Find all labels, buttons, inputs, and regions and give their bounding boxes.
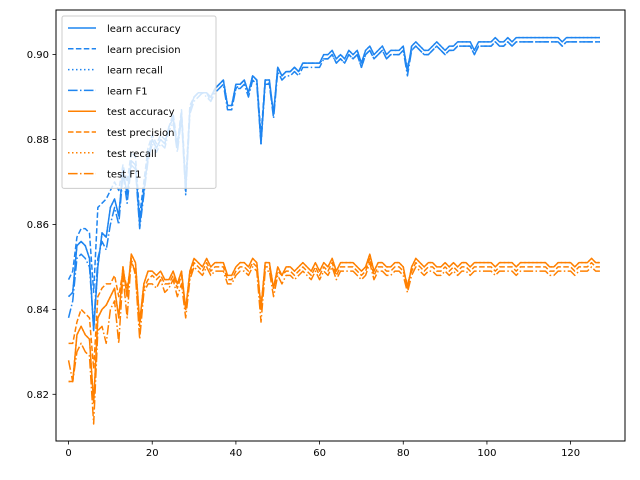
y-tick-label: 0.84: [27, 305, 49, 316]
y-tick-label: 0.88: [27, 135, 49, 146]
x-tick-label: 60: [313, 448, 326, 459]
legend-label-test-recall: test recall: [107, 149, 157, 160]
y-tick-label: 0.86: [27, 220, 49, 231]
legend-label-learn-precision: learn precision: [107, 45, 181, 56]
y-axis: 0.82 0.84 0.86 0.88 0.90: [27, 50, 56, 401]
x-tick-label: 20: [146, 448, 159, 459]
x-tick-label: 0: [65, 448, 71, 459]
x-tick-label: 40: [230, 448, 243, 459]
legend-label-test-f1: test F1: [107, 170, 142, 181]
y-tick-label: 0.82: [27, 390, 49, 401]
series-line-test-precision: [68, 257, 600, 370]
legend-box: [61, 15, 217, 189]
y-tick-label: 0.90: [27, 50, 49, 61]
legend-label-learn-accuracy: learn accuracy: [107, 24, 181, 35]
x-tick-label: 80: [397, 448, 410, 459]
legend: learn accuracy learn precision learn recal…: [61, 15, 217, 189]
legend-label-test-precision: test precision: [107, 128, 175, 139]
series-line-test-f1: [67, 257, 600, 425]
x-tick-label: 100: [477, 448, 496, 459]
legend-label-learn-f1: learn F1: [107, 86, 148, 97]
series-line-test-recall: [68, 253, 600, 404]
legend-label-test-accuracy: test accuracy: [107, 107, 175, 118]
legend-label-learn-recall: learn recall: [107, 66, 163, 77]
plot-frame: [55, 9, 626, 442]
x-tick-label: 120: [561, 448, 580, 459]
x-axis: 0 20 40 60 80 100 120: [65, 441, 580, 459]
